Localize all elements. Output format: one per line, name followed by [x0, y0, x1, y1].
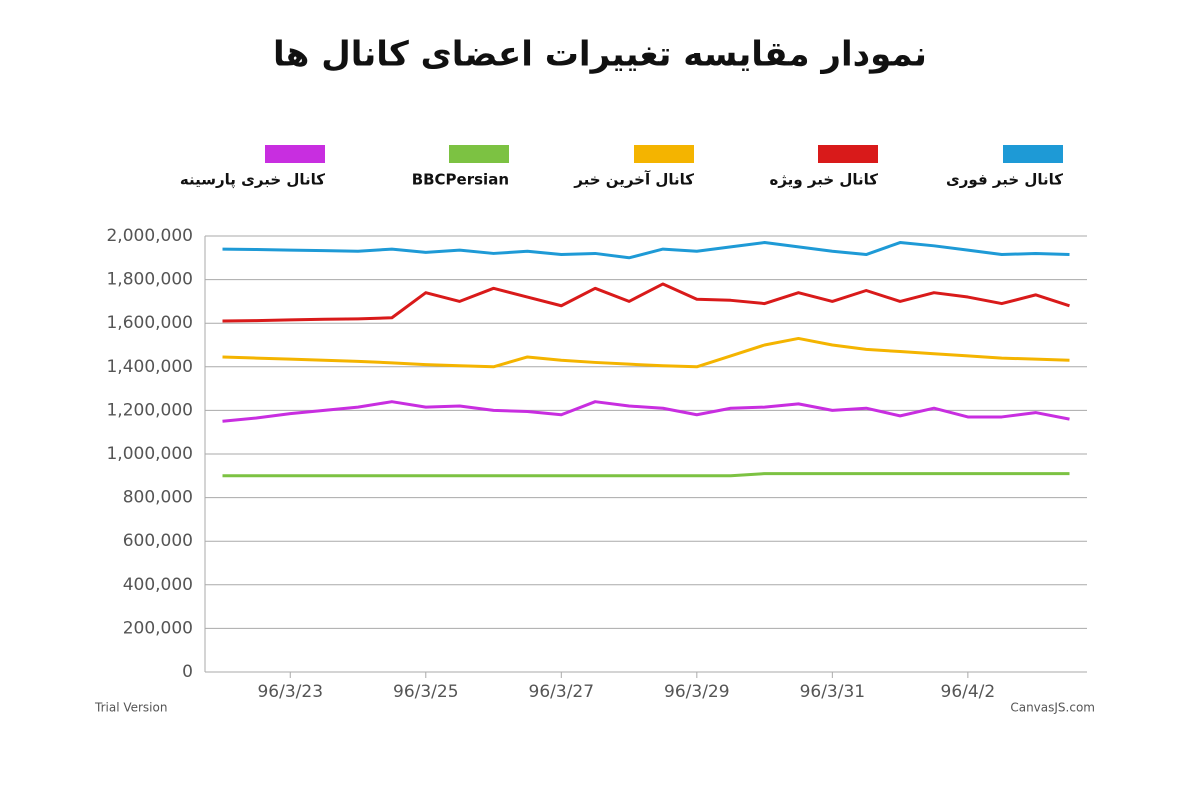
- legend-label: کانال خبری پارسینه: [180, 171, 325, 190]
- y-tick-label: 2,000,000: [106, 226, 193, 246]
- chart-title: نمودار مقایسه تغییرات اعضای کانال ها: [273, 35, 927, 75]
- y-tick-label: 800,000: [123, 488, 193, 508]
- series-line: [222, 400, 1070, 423]
- legend-swatch: [1003, 145, 1063, 163]
- x-tick-label: 96/4/2: [941, 682, 996, 702]
- y-tick-label: 1,800,000: [106, 270, 193, 290]
- y-tick-label: 1,400,000: [106, 357, 193, 377]
- series-line: [222, 472, 1070, 478]
- y-tick-label: 400,000: [123, 575, 193, 595]
- credit: CanvasJS.com: [1010, 701, 1095, 715]
- y-tick-label: 1,000,000: [106, 444, 193, 464]
- series-line: [222, 241, 1070, 260]
- y-tick-label: 1,600,000: [106, 313, 193, 333]
- x-tick-label: 96/3/31: [800, 682, 866, 702]
- legend-swatch: [818, 145, 878, 163]
- legend-label: کانال خبر ویژه: [770, 171, 879, 189]
- x-tick-label: 96/3/25: [393, 682, 459, 702]
- legend-swatch: [449, 145, 509, 163]
- legend-label: BBCPersian: [412, 171, 509, 189]
- x-tick-label: 96/3/29: [664, 682, 730, 702]
- y-tick-label: 600,000: [123, 531, 193, 551]
- legend-label: کانال خبر فوری: [946, 171, 1063, 189]
- y-tick-label: 1,200,000: [106, 400, 193, 420]
- x-tick-label: 96/3/23: [257, 682, 323, 702]
- y-tick-label: 200,000: [123, 618, 193, 638]
- series-line: [222, 282, 1070, 323]
- trial-note: Trial Version: [94, 701, 167, 715]
- legend-swatch: [634, 145, 694, 163]
- y-tick-label: 0: [182, 662, 193, 682]
- legend-swatch: [265, 145, 325, 163]
- x-tick-label: 96/3/27: [529, 682, 595, 702]
- series-line: [222, 336, 1070, 369]
- legend-label: کانال آخرین خبر: [573, 171, 694, 189]
